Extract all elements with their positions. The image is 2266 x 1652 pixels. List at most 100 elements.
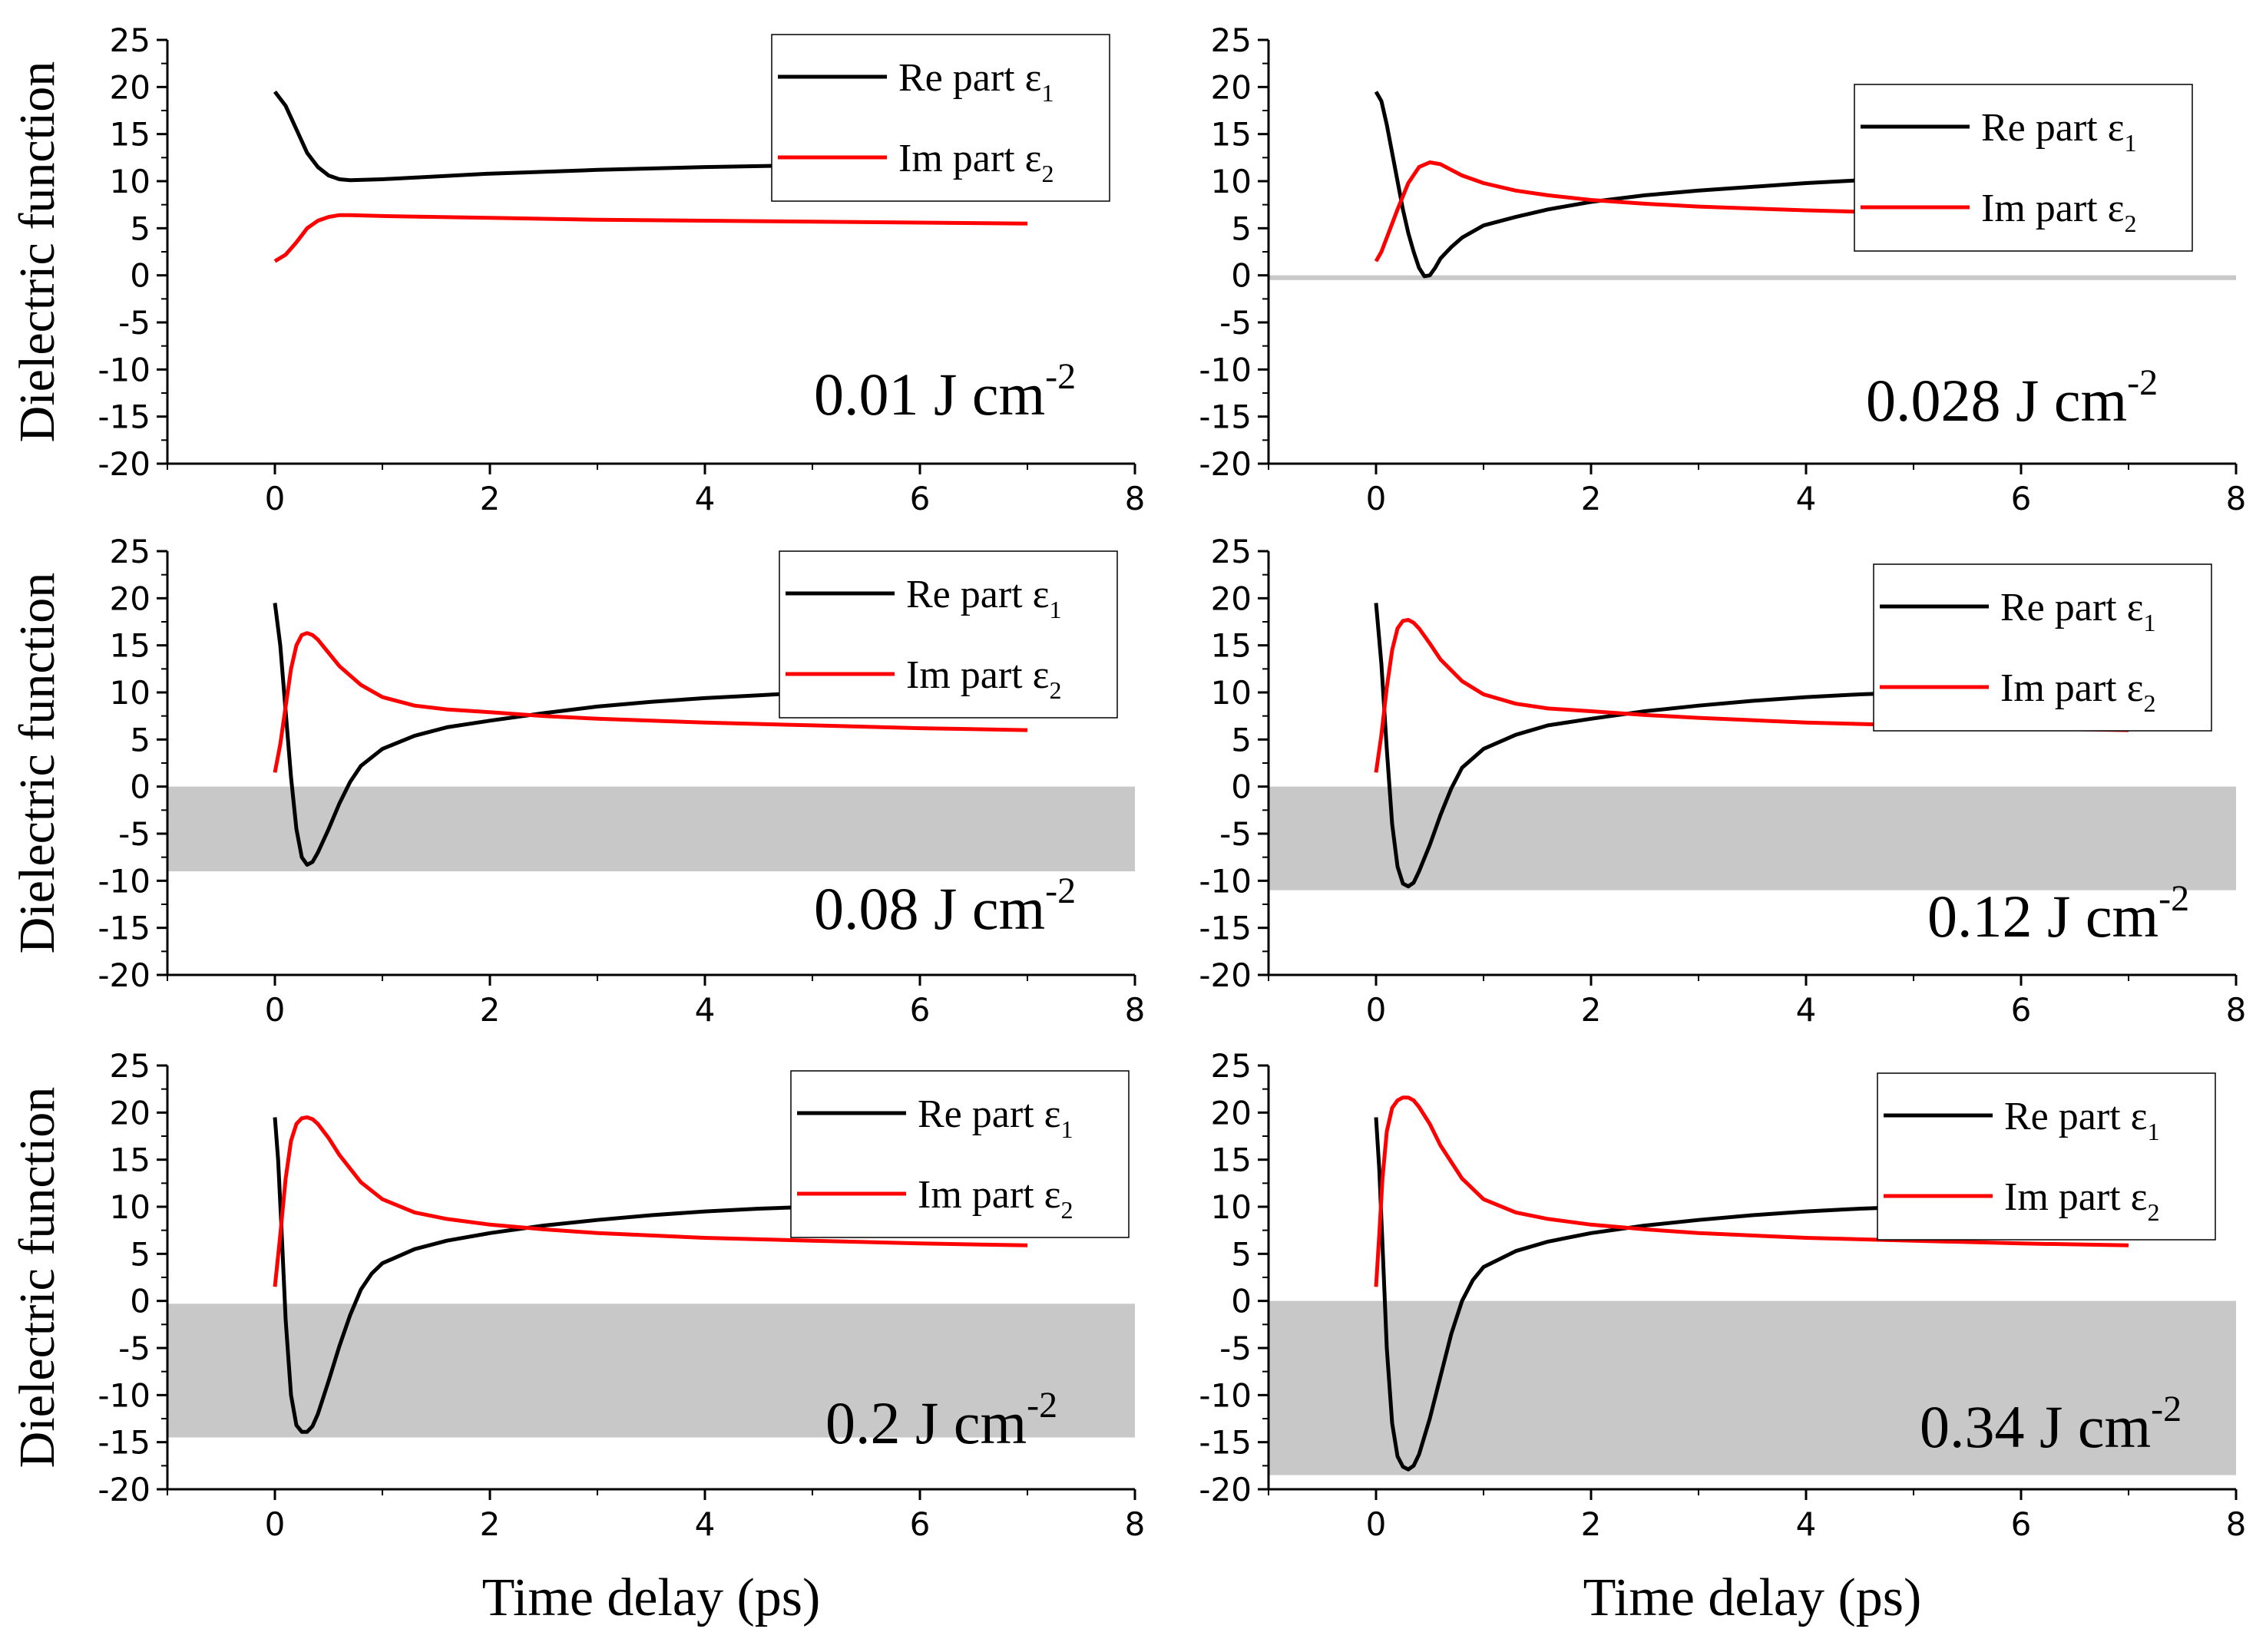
x-tick-label: 8 xyxy=(2226,991,2247,1029)
x-tick-label: 2 xyxy=(1581,1505,1602,1543)
y-tick-label: 5 xyxy=(1231,1235,1252,1273)
panel-top-left: 25 20 15 10 5 0 -5 -10 -15 -20 0 2 4 6 8 Dielectric fun… xyxy=(9,21,1145,517)
y-tick-label: -10 xyxy=(1199,351,1252,388)
series-line-im-part xyxy=(1374,160,2129,263)
fluence-label: 0.01 J cm-2 xyxy=(814,356,1076,428)
y-tick-label: -15 xyxy=(1199,910,1252,947)
y-tick-label: -20 xyxy=(1199,957,1252,994)
y-tick-label: 0 xyxy=(130,1283,151,1320)
x-tick-label: 4 xyxy=(695,480,716,517)
series-line-re-part xyxy=(273,1117,1028,1434)
y-tick-label: -10 xyxy=(98,351,151,388)
series-line-im-part xyxy=(273,1115,1028,1287)
legend-entry: Im part ε2 xyxy=(2000,666,2155,717)
legend-box xyxy=(771,34,1110,202)
y-tick-label: 10 xyxy=(1211,1188,1252,1226)
y-tick-label: -20 xyxy=(1199,1471,1252,1508)
y-tick-label: 5 xyxy=(1231,721,1252,758)
y-tick-label: 20 xyxy=(110,1094,151,1132)
y-tick-label: 0 xyxy=(130,768,151,806)
x-tick-label: 0 xyxy=(1366,991,1387,1029)
panel-middle-left: 25 20 15 10 5 0 -5 -10 -15 -20 0 2 4 6 8 Dielectric fun… xyxy=(9,533,1145,1029)
y-tick-label: -10 xyxy=(98,1376,151,1414)
y-tick-label: -5 xyxy=(118,304,151,342)
series-line-re-part xyxy=(273,603,1028,867)
y-tick-label: 5 xyxy=(130,721,151,758)
y-tick-label: -15 xyxy=(98,910,151,947)
x-tick-label: 6 xyxy=(910,480,931,517)
fluence-label: 0.028 J cm-2 xyxy=(1866,362,2158,434)
y-tick-label: 15 xyxy=(110,116,151,154)
x-tick-label: 2 xyxy=(1581,480,1602,517)
x-tick-label: 8 xyxy=(2226,480,2247,517)
y-tick-label: 20 xyxy=(110,580,151,617)
y-tick-label: 15 xyxy=(1211,627,1252,665)
x-tick-label: 4 xyxy=(1796,480,1817,517)
legend-box xyxy=(1854,84,2193,252)
y-tick-label: 15 xyxy=(110,627,151,665)
y-tick-label: 5 xyxy=(130,210,151,247)
y-tick-label: 5 xyxy=(1231,210,1252,247)
legend-box xyxy=(1877,1072,2216,1241)
y-tick-label: -5 xyxy=(1219,1330,1252,1367)
legend-box xyxy=(1873,563,2212,732)
legend-entry: Im part ε2 xyxy=(1981,187,2136,237)
y-tick-label: 10 xyxy=(110,674,151,712)
x-tick-label: 6 xyxy=(910,1505,931,1543)
fluence-label: 0.12 J cm-2 xyxy=(1927,878,2189,950)
fluence-label: 0.2 J cm-2 xyxy=(825,1385,1057,1456)
fluence-label: 0.08 J cm-2 xyxy=(814,871,1076,942)
x-tick-label: 0 xyxy=(265,1505,286,1543)
negative-region-band xyxy=(1269,1300,2236,1475)
x-tick-label: 0 xyxy=(1366,1505,1387,1543)
y-tick-label: 15 xyxy=(1211,116,1252,154)
negative-region-band xyxy=(1269,275,2236,280)
x-tick-label: 8 xyxy=(1125,991,1146,1029)
y-tick-label: 20 xyxy=(110,68,151,106)
y-tick-label: -10 xyxy=(1199,1376,1252,1414)
y-tick-label: -5 xyxy=(1219,304,1252,342)
y-tick-label: 5 xyxy=(130,1235,151,1273)
series-line-re-part xyxy=(273,90,1028,183)
series-line-im-part xyxy=(273,631,1028,773)
x-tick-label: 6 xyxy=(2011,1505,2032,1543)
y-tick-label: 10 xyxy=(1211,163,1252,200)
x-tick-label: 8 xyxy=(1125,480,1146,517)
x-tick-label: 0 xyxy=(265,480,286,517)
y-tick-label: 0 xyxy=(130,257,151,295)
y-tick-label: -5 xyxy=(1219,815,1252,853)
y-tick-label: 10 xyxy=(1211,674,1252,712)
x-tick-label: 4 xyxy=(1796,1505,1817,1543)
y-axis-label: Dielectric function xyxy=(9,1087,65,1469)
legend-entry: Re part ε1 xyxy=(918,1092,1073,1143)
x-tick-label: 8 xyxy=(1125,1505,1146,1543)
legend-entry: Re part ε1 xyxy=(1981,106,2136,157)
legend-entry: Re part ε1 xyxy=(898,56,1054,107)
y-tick-label: 15 xyxy=(1211,1142,1252,1179)
y-tick-label: 0 xyxy=(1231,768,1252,806)
series-line-im-part xyxy=(1374,1095,2129,1287)
y-tick-label: 0 xyxy=(1231,257,1252,295)
series-line-im-part xyxy=(273,213,1028,263)
y-tick-label: -10 xyxy=(1199,862,1252,900)
panel-middle-right: 25 20 15 10 5 0 -5 -10 -15 -20 0 2 4 6 8 Re part ε1 Im p… xyxy=(1199,533,2246,1029)
y-tick-label: 25 xyxy=(110,533,151,570)
legend-entry: Im part ε2 xyxy=(2004,1175,2159,1226)
series-line-re-part xyxy=(1374,1117,2129,1472)
y-tick-label: 25 xyxy=(1211,533,1252,570)
panel-top-right: 25 20 15 10 5 0 -5 -10 -15 -20 0 2 4 6 8 Re part ε1 Im p… xyxy=(1199,21,2246,517)
y-axis-label: Dielectric function xyxy=(9,573,65,954)
x-tick-label: 6 xyxy=(2011,480,2032,517)
y-tick-label: -20 xyxy=(98,445,151,483)
x-tick-label: 4 xyxy=(695,991,716,1029)
x-axis-label-right: Time delay (ps) xyxy=(1583,1568,1922,1627)
legend-entry: Re part ε1 xyxy=(2004,1095,2159,1145)
x-tick-label: 0 xyxy=(265,991,286,1029)
x-tick-label: 8 xyxy=(2226,1505,2247,1543)
negative-region-band xyxy=(1269,786,2236,890)
y-tick-label: -20 xyxy=(98,1471,151,1508)
x-tick-label: 2 xyxy=(480,1505,501,1543)
x-tick-label: 0 xyxy=(1366,480,1387,517)
y-tick-label: 0 xyxy=(1231,1283,1252,1320)
y-tick-label: -10 xyxy=(98,862,151,900)
